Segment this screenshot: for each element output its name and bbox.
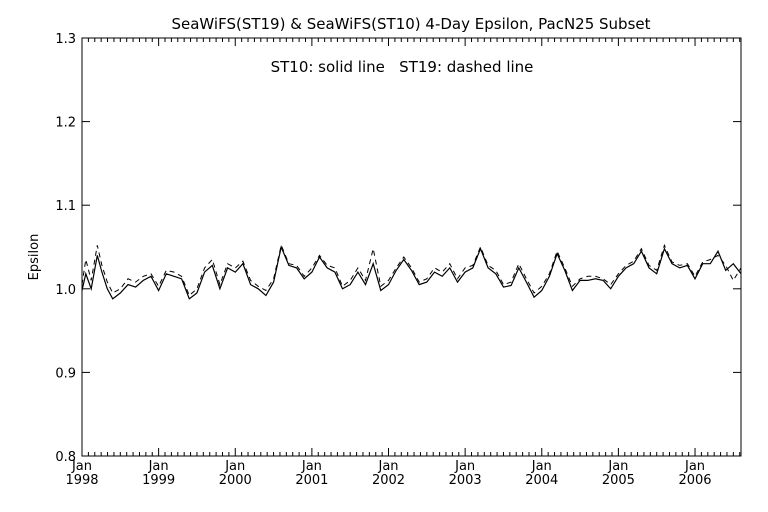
y-tick-label: 0.8	[55, 450, 76, 465]
x-tick-label-month: Jan	[301, 459, 322, 474]
x-tick-label-month: Jan	[531, 459, 552, 474]
y-tick-label: 1.3	[55, 32, 76, 47]
x-tick-label-year: 2003	[449, 473, 482, 488]
y-tick-label: 1.1	[55, 199, 76, 214]
x-tick-label-month: Jan	[148, 459, 169, 474]
x-tick-label-month: Jan	[454, 459, 475, 474]
x-axis: Jan1998Jan1999Jan2000Jan2001Jan2002Jan20…	[65, 38, 741, 488]
series-line-dashed	[81, 243, 742, 297]
x-tick-label-month: Jan	[377, 459, 398, 474]
y-tick-label: 1.0	[55, 283, 76, 298]
y-tick-label: 1.2	[55, 116, 76, 131]
x-tick-label-year: 2001	[295, 473, 328, 488]
x-tick-label-year: 2002	[372, 473, 405, 488]
y-axis: 0.8 0.9 1.0 1.1 1.2 1.3	[55, 32, 741, 465]
x-tick-label-year: 2006	[678, 473, 711, 488]
x-tick-label-year: 2005	[602, 473, 635, 488]
plot-frame	[81, 37, 742, 457]
x-tick-label-month: Jan	[71, 459, 92, 474]
x-tick-label-year: 1999	[142, 473, 175, 488]
y-tick-label: 0.9	[55, 366, 76, 381]
series-line-solid	[81, 245, 742, 300]
chart-title: SeaWiFS(ST19) & SeaWiFS(ST10) 4-Day Epsi…	[171, 15, 650, 33]
x-tick-label-month: Jan	[224, 459, 245, 474]
series-annotation: ST10: solid line ST19: dashed line	[271, 58, 534, 76]
x-tick-label-month: Jan	[684, 459, 705, 474]
x-tick-label-year: 2004	[525, 473, 558, 488]
y-axis-label: Epsilon	[27, 234, 42, 281]
x-tick-label-month: Jan	[607, 459, 628, 474]
x-tick-label-year: 1998	[65, 473, 98, 488]
x-tick-label-year: 2000	[219, 473, 252, 488]
series-layer	[81, 243, 742, 300]
